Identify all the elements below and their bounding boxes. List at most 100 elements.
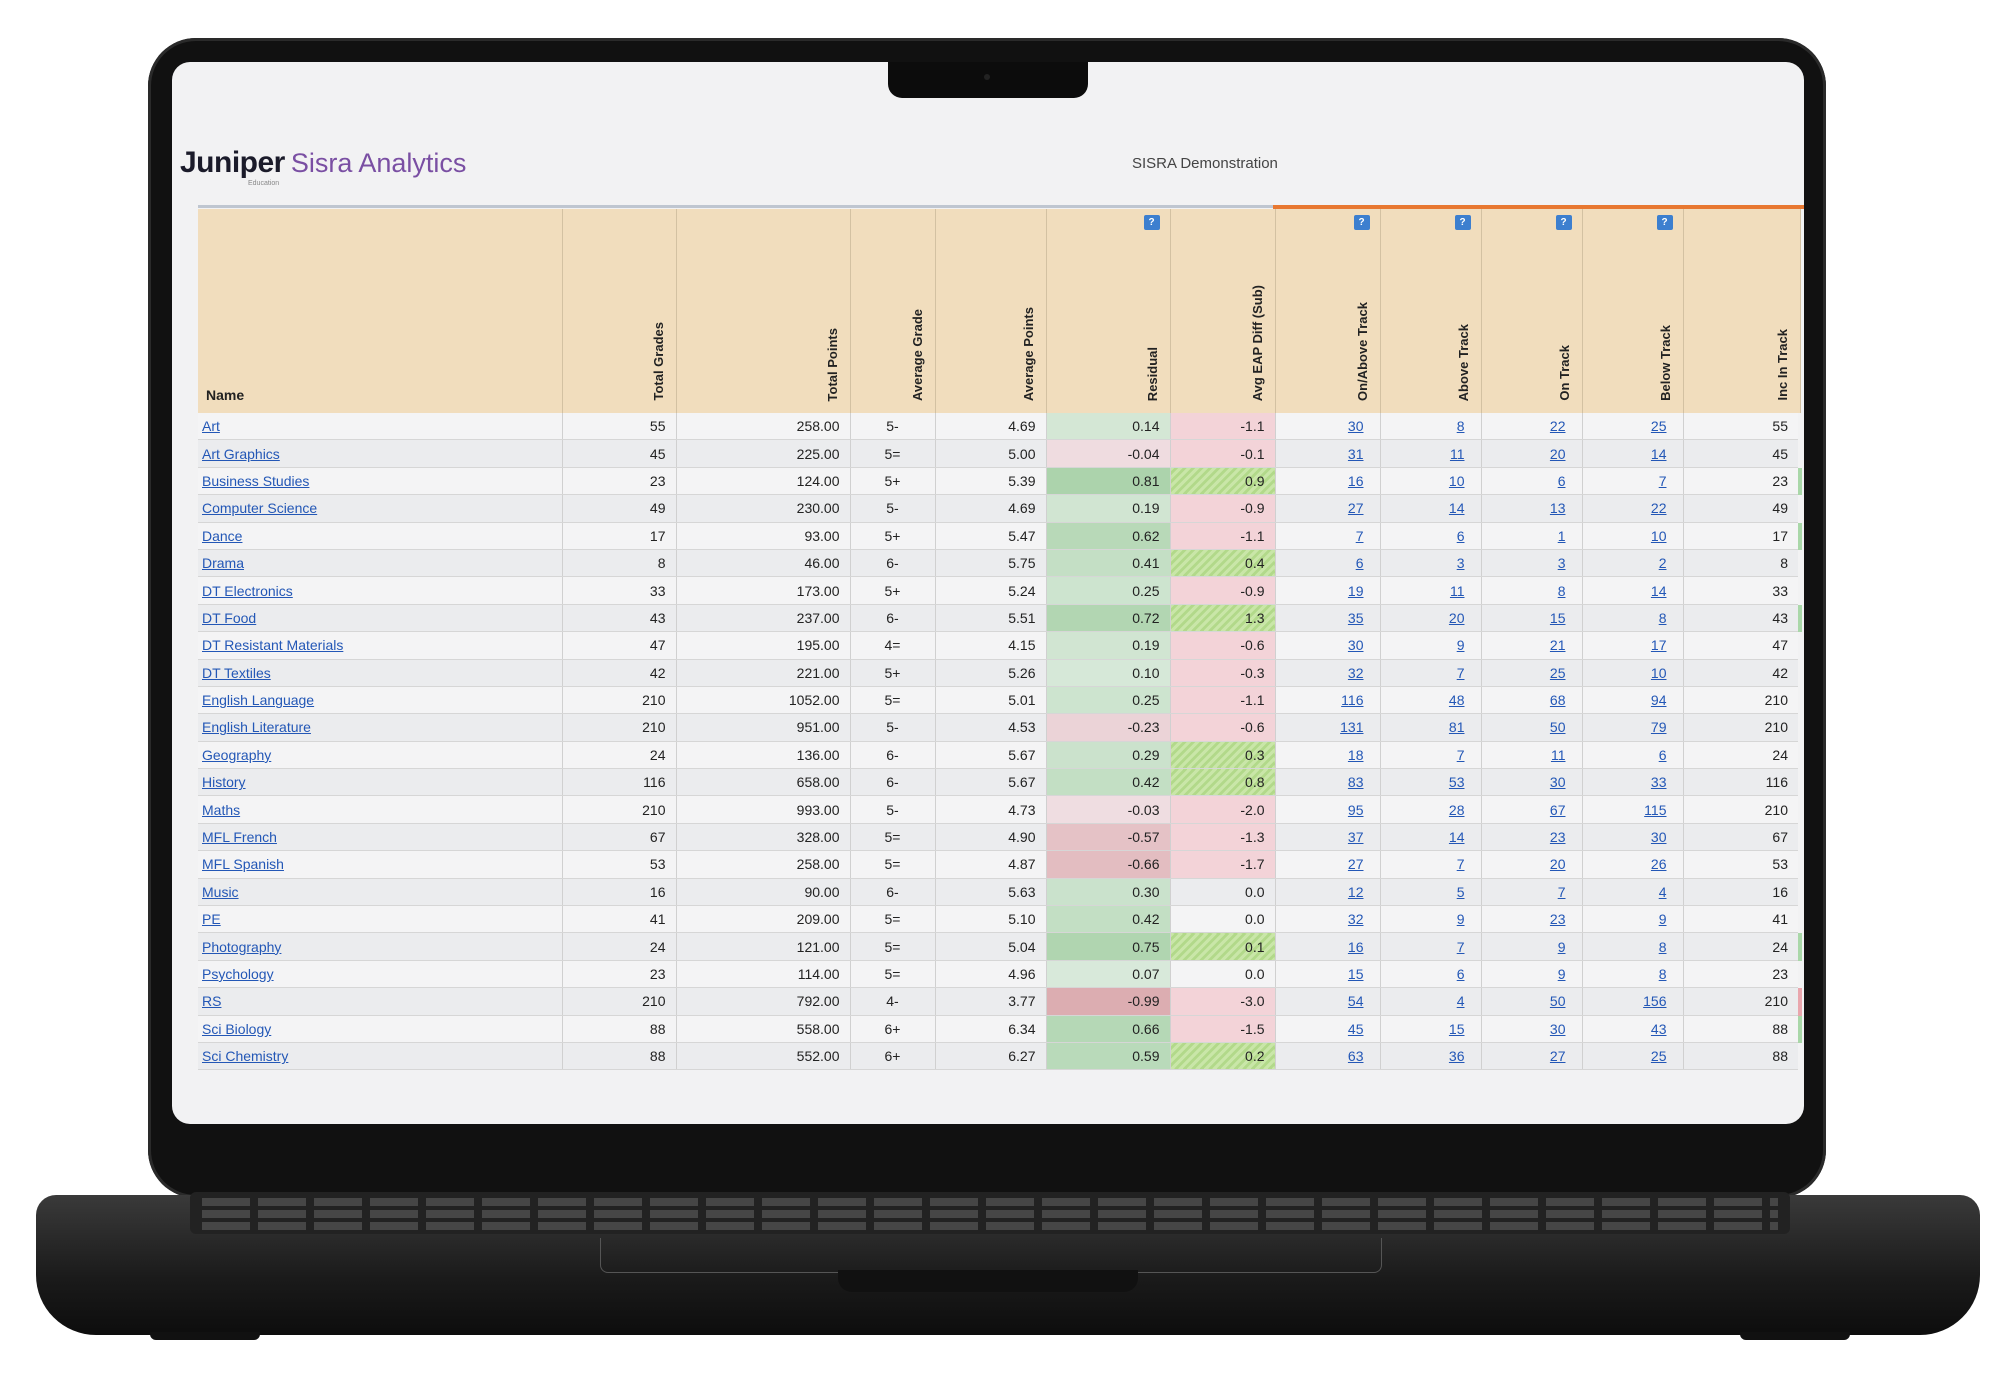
track-count-link[interactable]: 116: [1341, 692, 1364, 709]
subject-link[interactable]: Drama: [202, 555, 245, 572]
track-count-link[interactable]: 68: [1549, 692, 1566, 709]
track-count-link[interactable]: 13: [1549, 500, 1566, 517]
column-header-residual[interactable]: Residual?: [1046, 209, 1171, 413]
track-count-link[interactable]: 7: [1456, 938, 1465, 955]
track-count-link[interactable]: 10: [1650, 664, 1667, 681]
subject-link[interactable]: Maths: [202, 801, 241, 818]
track-count-link[interactable]: 32: [1347, 911, 1364, 928]
track-count-link[interactable]: 6: [1456, 527, 1465, 544]
track-count-link[interactable]: 50: [1549, 719, 1566, 736]
track-count-link[interactable]: 15: [1347, 966, 1364, 982]
track-count-link[interactable]: 94: [1650, 692, 1667, 709]
track-count-link[interactable]: 11: [1449, 582, 1465, 599]
subject-link[interactable]: Photography: [202, 938, 282, 955]
help-icon[interactable]: ?: [1454, 215, 1471, 230]
column-header-name[interactable]: Name: [198, 209, 563, 413]
track-count-link[interactable]: 15: [1549, 609, 1566, 626]
track-count-link[interactable]: 11: [1550, 746, 1566, 763]
help-icon[interactable]: ?: [1353, 215, 1370, 230]
track-count-link[interactable]: 7: [1456, 746, 1465, 763]
track-count-link[interactable]: 15: [1448, 1020, 1465, 1037]
subject-link[interactable]: Geography: [202, 746, 272, 763]
track-count-link[interactable]: 6: [1557, 472, 1566, 489]
track-count-link[interactable]: 3: [1456, 555, 1465, 572]
track-count-link[interactable]: 3: [1557, 555, 1566, 572]
subject-link[interactable]: DT Electronics: [202, 582, 293, 599]
help-icon[interactable]: ?: [1143, 215, 1160, 230]
track-count-link[interactable]: 48: [1448, 692, 1465, 709]
track-count-link[interactable]: 36: [1448, 1048, 1465, 1065]
subject-link[interactable]: English Literature: [202, 719, 311, 736]
track-count-link[interactable]: 25: [1650, 1048, 1667, 1065]
track-count-link[interactable]: 9: [1456, 911, 1465, 928]
track-count-link[interactable]: 33: [1650, 774, 1667, 791]
subject-link[interactable]: English Language: [202, 692, 315, 709]
track-count-link[interactable]: 43: [1650, 1020, 1667, 1037]
track-count-link[interactable]: 32: [1347, 664, 1364, 681]
column-header-below-track[interactable]: Below Track?: [1582, 209, 1684, 413]
track-count-link[interactable]: 20: [1448, 609, 1465, 626]
track-count-link[interactable]: 8: [1658, 966, 1667, 982]
track-count-link[interactable]: 35: [1347, 609, 1364, 626]
track-count-link[interactable]: 8: [1658, 609, 1667, 626]
track-count-link[interactable]: 11: [1449, 445, 1465, 462]
subject-link[interactable]: MFL French: [202, 829, 277, 846]
subject-link[interactable]: Art Graphics: [202, 445, 280, 462]
track-count-link[interactable]: 9: [1658, 911, 1667, 928]
subject-link[interactable]: DT Resistant Materials: [202, 637, 344, 654]
track-count-link[interactable]: 6: [1658, 746, 1667, 763]
track-count-link[interactable]: 27: [1347, 500, 1364, 517]
track-count-link[interactable]: 8: [1557, 582, 1566, 599]
track-count-link[interactable]: 27: [1549, 1048, 1566, 1065]
subject-link[interactable]: Business Studies: [202, 472, 310, 489]
track-count-link[interactable]: 10: [1650, 527, 1667, 544]
track-count-link[interactable]: 67: [1549, 801, 1566, 818]
subject-link[interactable]: Sci Chemistry: [202, 1048, 289, 1065]
track-count-link[interactable]: 6: [1355, 555, 1364, 572]
track-count-link[interactable]: 19: [1347, 582, 1364, 599]
track-count-link[interactable]: 17: [1650, 637, 1667, 654]
track-count-link[interactable]: 156: [1643, 993, 1667, 1010]
track-count-link[interactable]: 9: [1557, 966, 1566, 982]
subject-link[interactable]: Dance: [202, 527, 243, 544]
track-count-link[interactable]: 30: [1549, 774, 1566, 791]
track-count-link[interactable]: 2: [1658, 555, 1667, 572]
column-header-on-above-track[interactable]: On/Above Track?: [1275, 209, 1381, 413]
track-count-link[interactable]: 9: [1557, 938, 1566, 955]
track-count-link[interactable]: 25: [1549, 664, 1566, 681]
track-count-link[interactable]: 95: [1347, 801, 1364, 818]
track-count-link[interactable]: 8: [1456, 418, 1465, 435]
track-count-link[interactable]: 53: [1448, 774, 1465, 791]
column-header-inc-in-track[interactable]: Inc In Track: [1683, 209, 1801, 413]
track-count-link[interactable]: 23: [1549, 829, 1566, 846]
results-table-container[interactable]: Name Total Grades Total Points Average Grad…: [198, 205, 1804, 1110]
subject-link[interactable]: PE: [202, 911, 221, 928]
column-header-average-points[interactable]: Average Points: [935, 209, 1047, 413]
track-count-link[interactable]: 12: [1347, 883, 1364, 900]
track-count-link[interactable]: 25: [1650, 418, 1667, 435]
subject-link[interactable]: DT Textiles: [202, 664, 271, 681]
track-count-link[interactable]: 14: [1448, 500, 1465, 517]
track-count-link[interactable]: 21: [1549, 637, 1566, 654]
track-count-link[interactable]: 10: [1448, 472, 1465, 489]
column-header-total-grades[interactable]: Total Grades: [562, 209, 677, 413]
subject-link[interactable]: Sci Biology: [202, 1020, 272, 1037]
subject-link[interactable]: RS: [202, 993, 222, 1010]
track-count-link[interactable]: 16: [1347, 472, 1364, 489]
track-count-link[interactable]: 83: [1347, 774, 1364, 791]
track-count-link[interactable]: 115: [1644, 801, 1667, 818]
track-count-link[interactable]: 7: [1456, 856, 1465, 873]
help-icon[interactable]: ?: [1656, 215, 1673, 230]
track-count-link[interactable]: 4: [1658, 883, 1667, 900]
subject-link[interactable]: Psychology: [202, 966, 274, 982]
track-count-link[interactable]: 16: [1347, 938, 1364, 955]
track-count-link[interactable]: 14: [1650, 445, 1667, 462]
track-count-link[interactable]: 7: [1456, 664, 1465, 681]
subject-link[interactable]: History: [202, 774, 246, 791]
track-count-link[interactable]: 26: [1650, 856, 1667, 873]
track-count-link[interactable]: 30: [1549, 1020, 1566, 1037]
track-count-link[interactable]: 18: [1347, 746, 1364, 763]
track-count-link[interactable]: 30: [1650, 829, 1667, 846]
track-count-link[interactable]: 37: [1347, 829, 1364, 846]
track-count-link[interactable]: 23: [1549, 911, 1566, 928]
